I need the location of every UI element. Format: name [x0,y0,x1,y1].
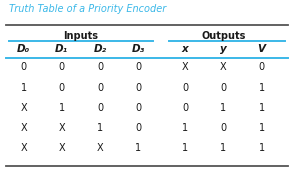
Text: 1: 1 [259,143,265,153]
Text: Outputs: Outputs [201,31,245,41]
Text: 0: 0 [135,103,141,113]
Text: 0: 0 [220,123,226,133]
Text: 1: 1 [220,103,226,113]
Text: 1: 1 [259,103,265,113]
Text: 1: 1 [97,123,103,133]
Text: X: X [20,123,27,133]
Text: D₁: D₁ [55,44,68,54]
Text: 0: 0 [97,83,103,93]
Text: 1: 1 [59,103,65,113]
Text: D₃: D₃ [132,44,145,54]
Text: 0: 0 [59,83,65,93]
Text: X: X [59,123,65,133]
Text: 0: 0 [59,62,65,72]
Text: 0: 0 [97,103,103,113]
Text: 1: 1 [259,83,265,93]
Text: 0: 0 [182,103,188,113]
Text: 1: 1 [135,143,141,153]
Text: X: X [182,62,188,72]
Text: Truth Table of a Priority Encoder: Truth Table of a Priority Encoder [9,4,166,14]
Text: V: V [258,44,266,54]
Text: 1: 1 [21,83,26,93]
Text: x: x [182,44,188,54]
Text: 0: 0 [135,62,141,72]
Text: y: y [220,44,227,54]
Text: 1: 1 [182,143,188,153]
Text: D₀: D₀ [17,44,30,54]
Text: X: X [97,143,103,153]
Text: 0: 0 [135,123,141,133]
Text: 0: 0 [135,83,141,93]
Text: 1: 1 [220,143,226,153]
Text: 1: 1 [259,123,265,133]
Text: 0: 0 [97,62,103,72]
Text: X: X [59,143,65,153]
Text: D₂: D₂ [93,44,106,54]
Text: 0: 0 [182,83,188,93]
Text: Inputs: Inputs [63,31,98,41]
Text: 0: 0 [220,83,226,93]
Text: 0: 0 [259,62,265,72]
Text: 0: 0 [21,62,26,72]
Text: X: X [20,143,27,153]
Text: 1: 1 [182,123,188,133]
Text: X: X [220,62,227,72]
Text: X: X [20,103,27,113]
